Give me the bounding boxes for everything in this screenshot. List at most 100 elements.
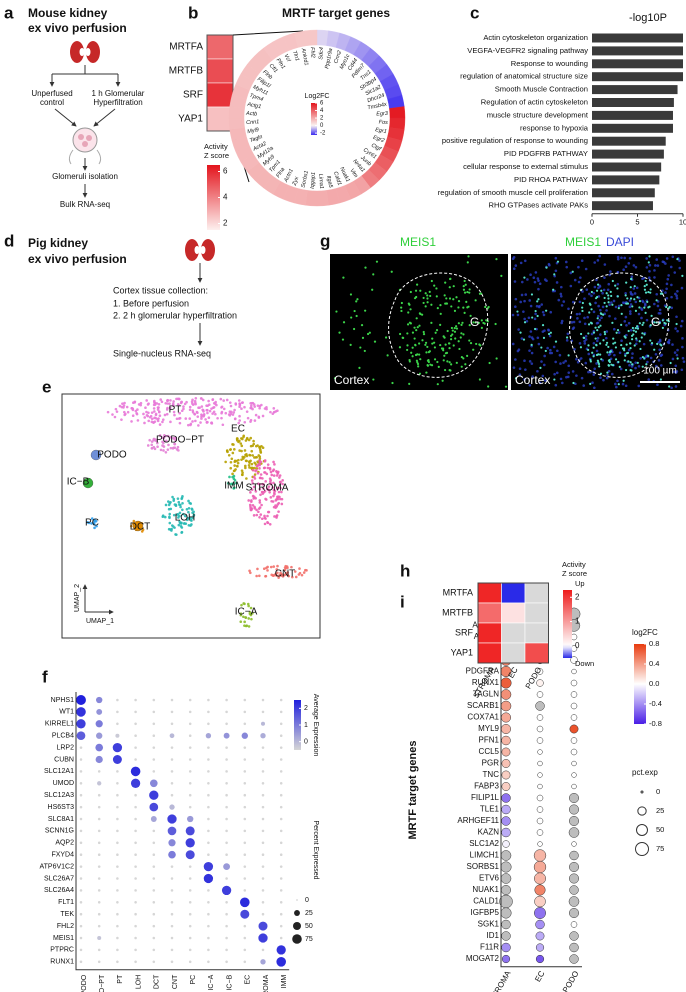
dot bbox=[570, 737, 578, 744]
dot bbox=[167, 826, 177, 836]
meis1-signal bbox=[384, 336, 388, 339]
nucleus bbox=[579, 357, 583, 360]
cell-dot bbox=[166, 434, 170, 438]
nucleus bbox=[577, 280, 581, 284]
category-label: regulation of anatomical structure size bbox=[460, 72, 588, 81]
condition: 1 h Glomerular bbox=[92, 89, 145, 98]
cell-dot bbox=[252, 495, 256, 499]
dot bbox=[79, 805, 83, 809]
nucleus bbox=[676, 348, 679, 352]
cell-dot bbox=[256, 471, 260, 475]
dot bbox=[501, 942, 511, 953]
dot bbox=[261, 853, 265, 856]
column-label: IC−B bbox=[226, 974, 233, 990]
nucleus bbox=[629, 303, 633, 306]
dot bbox=[169, 804, 175, 810]
cell-dot bbox=[279, 486, 282, 490]
meis1-signal bbox=[655, 321, 658, 324]
dot bbox=[261, 901, 265, 904]
cell-dot bbox=[222, 407, 226, 411]
nucleus bbox=[670, 386, 673, 390]
nucleus bbox=[529, 304, 533, 308]
meis1-signal bbox=[616, 328, 620, 332]
cell-dot bbox=[238, 402, 242, 406]
nucleus bbox=[629, 290, 633, 294]
dot bbox=[152, 877, 156, 880]
nucleus bbox=[681, 337, 684, 340]
heat-cell bbox=[501, 602, 526, 624]
cell-dot bbox=[286, 571, 290, 574]
cell-dot bbox=[170, 527, 173, 531]
meis1-signal bbox=[459, 336, 462, 339]
dot bbox=[95, 720, 103, 728]
cell-dot bbox=[276, 571, 279, 575]
nucleus bbox=[647, 378, 651, 381]
dot bbox=[260, 959, 266, 965]
nucleus bbox=[528, 335, 531, 338]
kidney-icon bbox=[185, 239, 215, 261]
nucleus bbox=[564, 260, 568, 264]
nucleus bbox=[545, 279, 548, 283]
meis1-signal bbox=[587, 344, 590, 347]
meis1-signal bbox=[422, 333, 426, 336]
nucleus bbox=[554, 360, 557, 364]
nucleus bbox=[562, 361, 565, 364]
row-label: SCNN1G bbox=[45, 828, 74, 835]
meis1-signal bbox=[605, 341, 609, 344]
meis1-signal bbox=[611, 321, 614, 324]
nucleus bbox=[583, 316, 586, 320]
cell-dot bbox=[257, 507, 261, 510]
dot bbox=[223, 732, 230, 739]
dot bbox=[225, 746, 228, 749]
cell-dot bbox=[150, 443, 154, 447]
colorbar-title: Log2FC bbox=[305, 93, 330, 100]
dot bbox=[240, 897, 250, 908]
category-label: VEGFA-VEGFR2 signaling pathway bbox=[467, 46, 588, 55]
cell-dot bbox=[263, 489, 267, 493]
meis1-signal bbox=[468, 291, 471, 294]
meis1-signal bbox=[469, 342, 473, 345]
dot bbox=[116, 853, 119, 856]
meis1-signal bbox=[618, 365, 621, 368]
dot bbox=[261, 782, 265, 785]
meis1-signal bbox=[658, 321, 662, 325]
meis1-signal bbox=[592, 355, 595, 358]
dot bbox=[95, 743, 104, 752]
cell-dot bbox=[224, 460, 227, 464]
cell-dot bbox=[234, 403, 238, 406]
nucleus bbox=[566, 375, 570, 379]
cell-dot bbox=[272, 407, 276, 410]
cell-dot bbox=[201, 408, 204, 412]
cell-dot bbox=[219, 397, 223, 401]
panel-label: h bbox=[400, 561, 410, 580]
nucleus bbox=[541, 374, 545, 378]
cell-dot bbox=[181, 502, 184, 505]
cell-dot bbox=[228, 401, 232, 404]
heat-cell bbox=[206, 34, 234, 60]
dot bbox=[279, 817, 283, 821]
meis1-signal bbox=[599, 324, 602, 327]
category-label: Response to wounding bbox=[511, 59, 588, 68]
nucleus bbox=[600, 316, 603, 320]
x-tick-label: 10 bbox=[679, 218, 686, 227]
meis1-signal bbox=[624, 354, 627, 357]
bar bbox=[592, 201, 653, 211]
cell-dot bbox=[205, 408, 209, 412]
cell-dot bbox=[252, 514, 256, 517]
nucleus bbox=[565, 339, 569, 342]
cell-dot bbox=[184, 417, 188, 420]
heat-cell bbox=[477, 642, 502, 664]
gene-label: Flna bbox=[275, 167, 286, 179]
meis1-signal bbox=[462, 288, 466, 291]
meis1-signal bbox=[587, 332, 590, 335]
dot bbox=[96, 696, 103, 704]
meis1-signal bbox=[590, 308, 593, 311]
nucleus bbox=[630, 356, 634, 360]
nucleus bbox=[595, 362, 598, 365]
cell-dot bbox=[240, 469, 244, 472]
cell-dot bbox=[200, 405, 204, 408]
dot bbox=[170, 710, 174, 714]
nucleus bbox=[599, 308, 602, 312]
meis1-signal bbox=[630, 338, 634, 341]
meis1-signal bbox=[373, 340, 377, 343]
